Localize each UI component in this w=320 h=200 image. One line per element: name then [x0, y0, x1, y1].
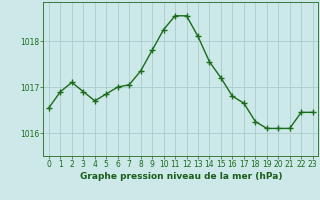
X-axis label: Graphe pression niveau de la mer (hPa): Graphe pression niveau de la mer (hPa)	[80, 172, 282, 181]
